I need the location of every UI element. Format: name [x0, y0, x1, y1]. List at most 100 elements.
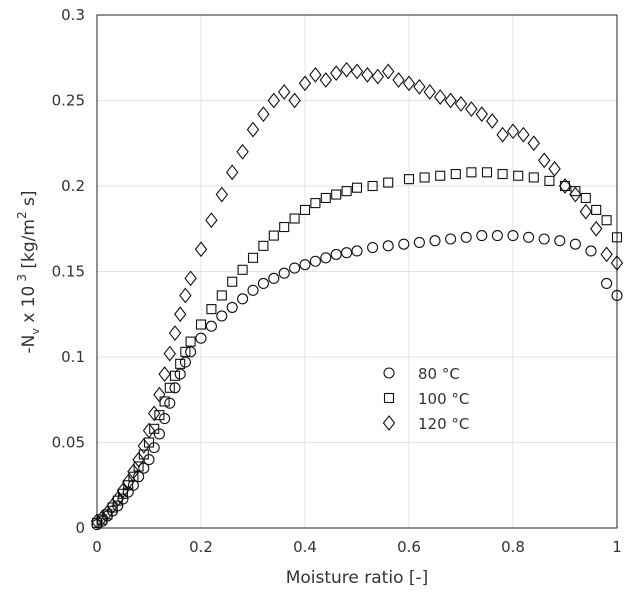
data-point-circle	[491, 230, 503, 242]
y-tick-label: 0.1	[61, 348, 85, 366]
data-point-diamond	[137, 438, 150, 454]
x-axis-label: Moisture ratio [-]	[286, 568, 429, 588]
data-point-circle	[351, 245, 363, 257]
y-tick-label: 0.25	[52, 92, 85, 110]
data-point-diamond	[527, 135, 540, 152]
data-point-circle	[585, 245, 597, 257]
data-point-diamond	[506, 123, 520, 140]
data-point-square	[559, 180, 571, 192]
data-point-circle	[216, 310, 228, 322]
data-point-square	[331, 189, 342, 200]
y-axis-label: -Nv x 103 [kg/m2 s]	[15, 190, 42, 353]
data-point-diamond	[330, 65, 343, 82]
data-point-diamond	[465, 101, 478, 117]
data-point-diamond	[423, 84, 436, 100]
data-point-square	[320, 192, 331, 204]
data-point-diamond	[288, 92, 301, 109]
data-point-square	[258, 240, 269, 251]
data-point-diamond	[413, 78, 426, 95]
data-point-circle	[569, 238, 581, 250]
data-point-diamond	[168, 325, 182, 341]
data-point-circle	[309, 255, 321, 267]
data-point-circle	[247, 284, 259, 296]
data-point-diamond	[236, 143, 249, 160]
data-point-diamond	[153, 386, 166, 403]
data-point-circle	[153, 428, 165, 440]
data-point-diamond	[600, 246, 613, 263]
data-point-circle	[507, 230, 519, 242]
legend-diamond-icon	[382, 415, 396, 431]
data-point-diamond	[257, 106, 270, 123]
data-point-diamond	[475, 106, 488, 123]
data-point-diamond	[340, 61, 353, 78]
data-point-square	[310, 198, 321, 209]
data-point-diamond	[444, 92, 457, 109]
data-point-circle	[169, 382, 181, 394]
data-point-diamond	[158, 366, 171, 382]
data-point-square	[180, 346, 191, 357]
data-point-circle	[289, 262, 301, 274]
data-point-square	[367, 180, 378, 192]
data-point-circle	[127, 479, 139, 491]
data-point-diamond	[205, 212, 218, 229]
data-point-square	[268, 230, 279, 241]
data-point-square	[149, 423, 160, 434]
legend-circle-icon	[383, 367, 395, 379]
y-tick-label: 0.3	[61, 6, 85, 24]
data-point-square	[299, 204, 311, 215]
data-point-square	[591, 204, 602, 215]
data-point-square	[497, 168, 508, 180]
data-point-diamond	[579, 203, 592, 220]
data-point-diamond	[590, 220, 603, 237]
data-point-square	[528, 172, 539, 183]
data-point-circle	[174, 368, 186, 380]
data-point-circle	[601, 277, 613, 290]
data-point-diamond	[298, 75, 312, 92]
data-point-diamond	[496, 126, 509, 143]
data-point-square	[185, 336, 196, 347]
data-point-square	[195, 319, 207, 330]
data-point-square	[450, 168, 461, 180]
grid	[96, 14, 618, 529]
y-tick-label: 0.05	[52, 434, 85, 452]
data-point-square	[247, 252, 259, 263]
data-point-square	[154, 410, 165, 421]
data-point-circle	[278, 267, 290, 279]
data-point-square	[466, 167, 477, 178]
data-point-diamond	[163, 345, 176, 362]
data-point-square	[544, 175, 555, 186]
data-point-diamond	[194, 241, 208, 258]
data-point-circle	[429, 235, 441, 247]
data-point-square	[601, 215, 612, 226]
tick-labels: 0 0.2 0.4 0.6 0.8 1 0 0.05 0.1 0.15 0.2 0.25 0.3	[52, 6, 622, 556]
data-point-circle	[226, 301, 238, 313]
data-point-circle	[413, 236, 425, 248]
data-point-diamond	[517, 126, 530, 143]
data-point-diamond	[122, 473, 135, 490]
legend-label: 100 °C	[418, 390, 469, 408]
data-point-diamond	[548, 161, 561, 177]
data-point-circle	[382, 240, 394, 252]
data-point-diamond	[267, 92, 280, 109]
data-point-diamond	[434, 89, 447, 105]
data-point-circle	[538, 233, 550, 245]
data-point-diamond	[371, 68, 384, 85]
x-tick-label: 0	[92, 538, 102, 556]
data-point-diamond	[184, 270, 197, 287]
data-point-square	[206, 304, 217, 315]
data-point-square	[383, 177, 394, 188]
data-point-diamond	[569, 186, 582, 203]
plot-frame	[96, 14, 618, 529]
data-point-circle	[185, 346, 197, 358]
data-point-circle	[476, 230, 488, 242]
data-point-diamond	[226, 164, 239, 181]
data-point-square	[279, 221, 290, 233]
data-point-square	[227, 276, 238, 287]
data-point-diamond	[361, 66, 374, 83]
legend: 80 °C 100 °C 120 °C	[382, 365, 469, 433]
data-point-circle	[195, 332, 207, 344]
data-point-diamond	[148, 405, 161, 422]
data-point-square	[403, 174, 415, 185]
data-point-diamond	[127, 463, 140, 480]
